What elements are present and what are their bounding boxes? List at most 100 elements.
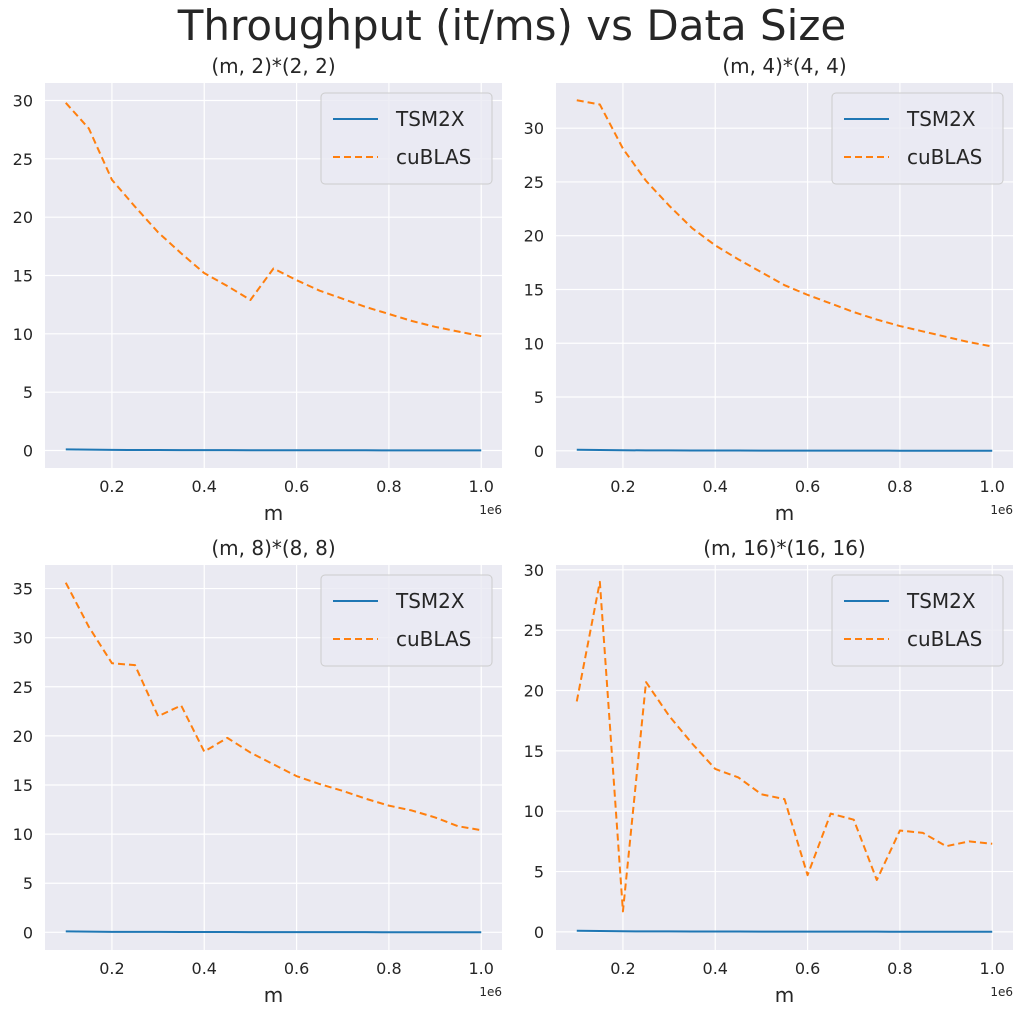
- data-point-cublas: [226, 285, 228, 287]
- data-point-tsm2x: [714, 931, 716, 933]
- data-point-cublas: [691, 743, 693, 745]
- x-tick-label: 0.8: [887, 959, 912, 978]
- data-point-tsm2x: [457, 449, 459, 451]
- data-point-cublas: [668, 205, 670, 207]
- subplot-2: 0.2 0.4 0.6 0.8 1.0 0 5 10 15 20 25 30 (m, 4)*(4, 4)…: [524, 54, 1013, 525]
- data-point-tsm2x: [273, 449, 275, 451]
- data-point-cublas: [830, 813, 832, 815]
- data-point-cublas: [111, 662, 113, 664]
- data-point-cublas: [784, 284, 786, 286]
- x-offset-label: 1e6: [479, 503, 502, 517]
- data-point-cublas: [249, 752, 251, 754]
- x-tick-label: 0.4: [703, 959, 728, 978]
- data-point-cublas: [480, 829, 482, 831]
- data-point-tsm2x: [691, 931, 693, 933]
- x-axis-label: m: [775, 501, 794, 525]
- data-point-cublas: [922, 832, 924, 834]
- legend-label: TSM2X: [395, 107, 465, 131]
- data-point-tsm2x: [65, 448, 67, 450]
- data-point-cublas: [945, 845, 947, 847]
- x-tick-label: 0.4: [703, 477, 728, 496]
- subplot-4: 0.2 0.4 0.6 0.8 1.0 0 5 10 15 20 25 30 (m, 16)*(16, …: [524, 536, 1013, 1007]
- x-tick-label: 0.4: [192, 477, 217, 496]
- data-point-tsm2x: [899, 931, 901, 933]
- series-line-cublas: [576, 99, 993, 348]
- data-point-cublas: [296, 775, 298, 777]
- data-point-tsm2x: [945, 450, 947, 452]
- data-point-cublas: [134, 206, 136, 208]
- data-point-tsm2x: [480, 449, 482, 451]
- data-point-tsm2x: [180, 449, 182, 451]
- subplot-3: 0.2 0.4 0.6 0.8 1.0 0 5 10 15 20 25 30 35 (m, 8)*(8, …: [13, 536, 502, 1007]
- x-tick-label: 0.4: [192, 959, 217, 978]
- data-point-cublas: [203, 751, 205, 753]
- x-tick-label: 0.2: [610, 959, 635, 978]
- series-line-tsm2x: [65, 448, 482, 452]
- y-tick-label: 15: [524, 742, 544, 761]
- y-tick-label: 30: [524, 561, 544, 580]
- x-tick-label: 1.0: [469, 959, 494, 978]
- legend-box: [320, 92, 493, 185]
- x-tick-label: 0.6: [284, 477, 309, 496]
- data-point-tsm2x: [342, 449, 344, 451]
- data-point-cublas: [668, 715, 670, 717]
- data-point-tsm2x: [411, 449, 413, 451]
- data-point-cublas: [991, 345, 993, 347]
- legend-label: TSM2X: [395, 589, 465, 613]
- data-point-tsm2x: [457, 931, 459, 933]
- data-point-tsm2x: [365, 449, 367, 451]
- data-point-tsm2x: [599, 930, 601, 932]
- data-point-tsm2x: [760, 931, 762, 933]
- data-point-tsm2x: [319, 931, 321, 933]
- x-offset-label: 1e6: [990, 985, 1013, 999]
- data-point-tsm2x: [249, 931, 251, 933]
- legend-label: TSM2X: [906, 107, 976, 131]
- data-point-cublas: [576, 99, 578, 101]
- data-point-cublas: [157, 715, 159, 717]
- y-tick-label: 20: [524, 682, 544, 701]
- data-point-cublas: [273, 268, 275, 270]
- subplot-title: (m, 16)*(16, 16): [703, 536, 865, 560]
- data-point-tsm2x: [853, 450, 855, 452]
- data-point-cublas: [157, 231, 159, 233]
- y-tick-label: 25: [13, 678, 33, 697]
- data-point-cublas: [388, 805, 390, 807]
- data-point-tsm2x: [760, 450, 762, 452]
- x-tick-label: 0.8: [376, 477, 401, 496]
- data-point-cublas: [807, 874, 809, 876]
- data-point-cublas: [249, 299, 251, 301]
- data-point-cublas: [737, 258, 739, 260]
- y-tick-label: 15: [524, 280, 544, 299]
- data-point-cublas: [180, 252, 182, 254]
- x-tick-label: 0.6: [284, 959, 309, 978]
- legend-label: cuBLAS: [907, 145, 982, 169]
- y-tick-label: 20: [524, 227, 544, 246]
- data-point-cublas: [807, 294, 809, 296]
- data-point-cublas: [480, 335, 482, 337]
- legend-box: [831, 92, 1004, 185]
- data-point-cublas: [760, 271, 762, 273]
- y-tick-label: 20: [13, 208, 33, 227]
- data-point-cublas: [622, 148, 624, 150]
- subplot-grid: 0.2 0.4 0.6 0.8 1.0 0 5 10 15 20 25 30 (m, 2)*(2, 2)…: [13, 54, 1013, 1007]
- series-line-cublas: [65, 102, 482, 338]
- data-point-cublas: [434, 816, 436, 818]
- data-point-tsm2x: [645, 449, 647, 451]
- data-point-cublas: [65, 582, 67, 584]
- legend-label: cuBLAS: [907, 627, 982, 651]
- data-point-cublas: [599, 581, 601, 583]
- data-point-cublas: [88, 626, 90, 628]
- data-point-cublas: [411, 810, 413, 812]
- data-point-tsm2x: [991, 931, 993, 933]
- data-point-cublas: [434, 326, 436, 328]
- x-tick-label: 1.0: [980, 959, 1005, 978]
- x-tick-label: 0.8: [376, 959, 401, 978]
- data-point-tsm2x: [737, 931, 739, 933]
- subplot-title: (m, 2)*(2, 2): [211, 54, 335, 78]
- x-axis-label: m: [775, 983, 794, 1007]
- data-point-tsm2x: [180, 931, 182, 933]
- data-point-cublas: [922, 330, 924, 332]
- data-point-cublas: [991, 843, 993, 845]
- data-point-tsm2x: [88, 449, 90, 451]
